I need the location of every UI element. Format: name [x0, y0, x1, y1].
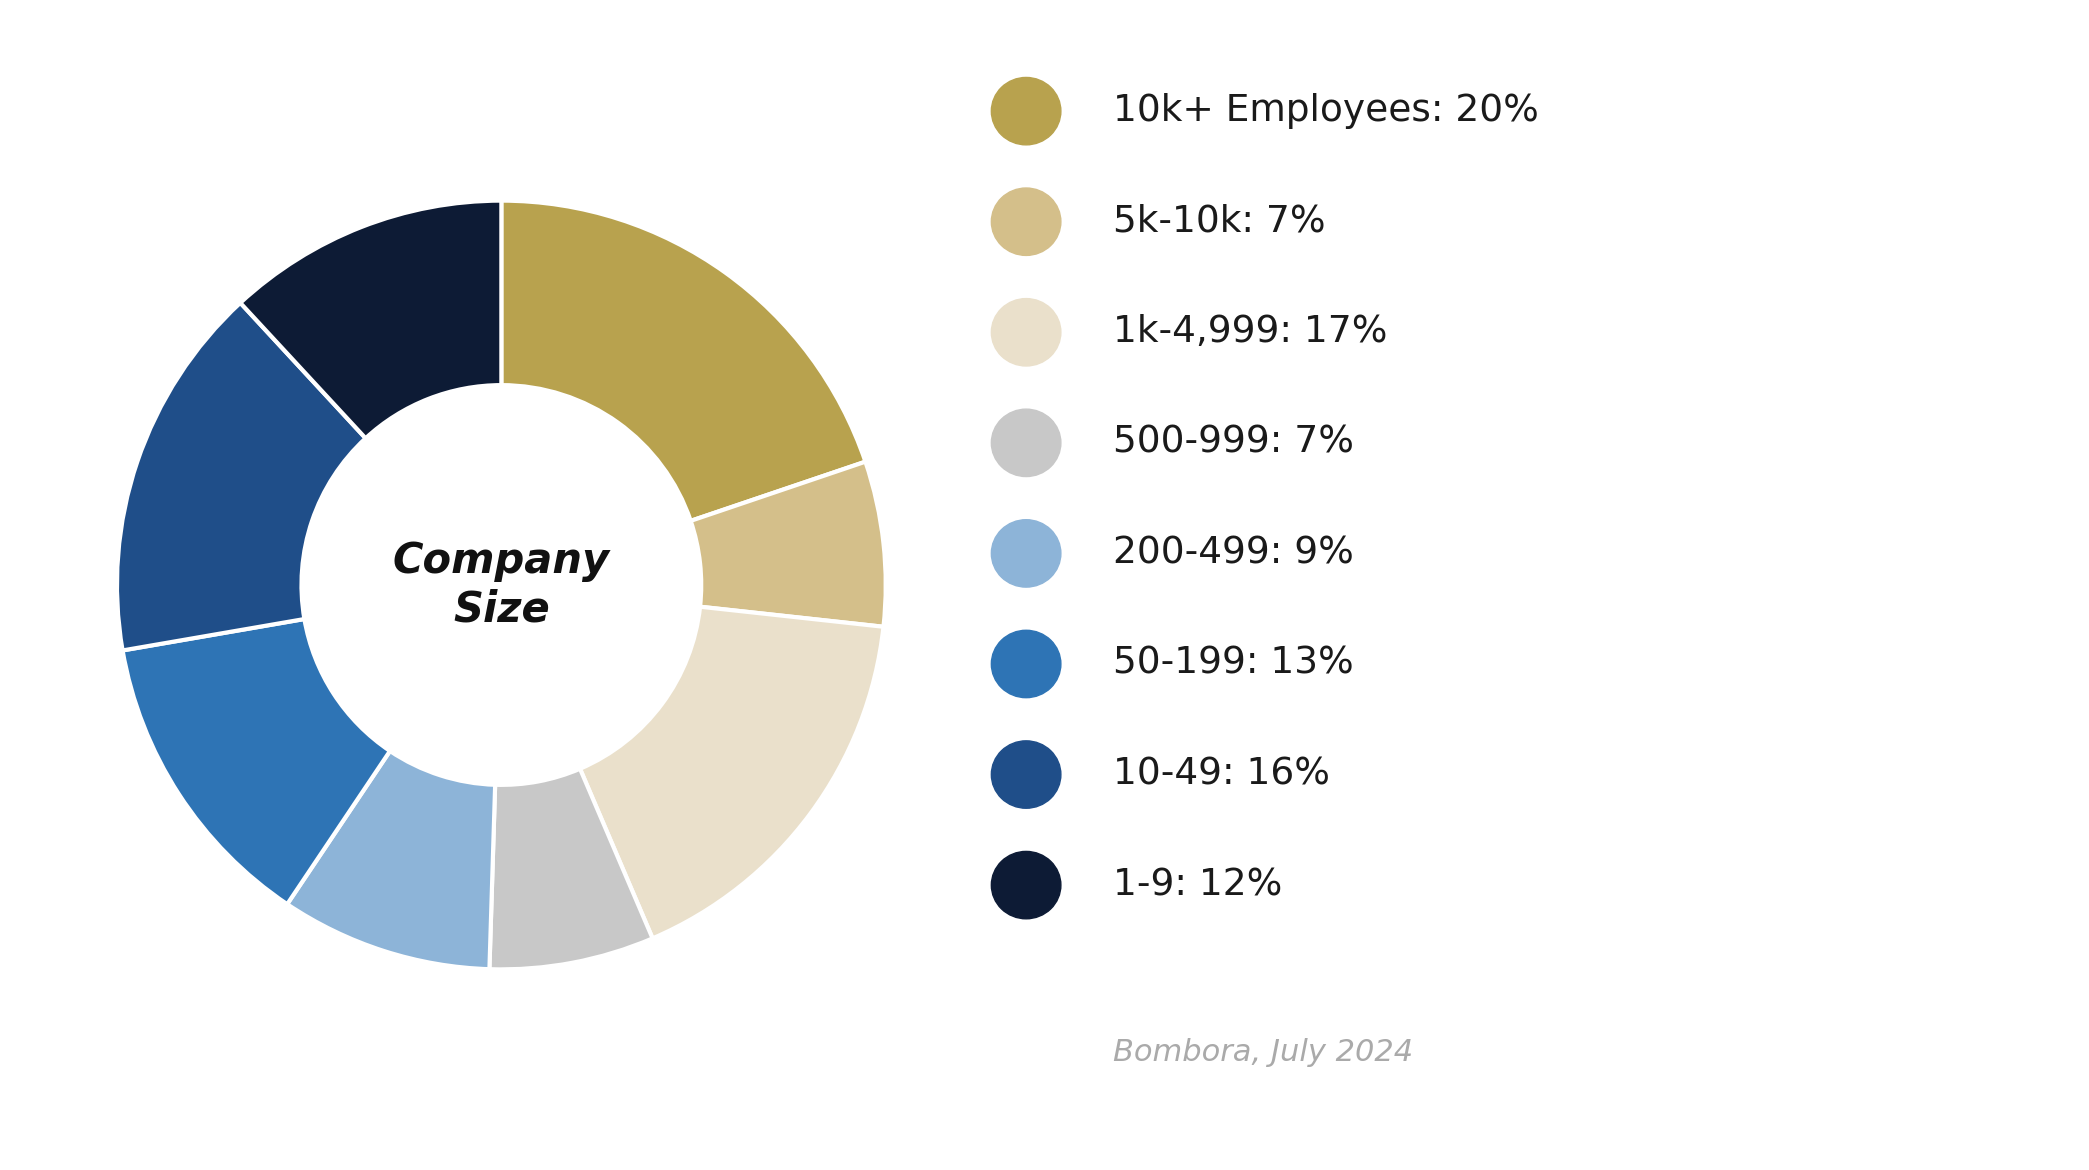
Circle shape [992, 631, 1061, 697]
Text: Bombora, July 2024: Bombora, July 2024 [1113, 1038, 1412, 1067]
Wedge shape [581, 607, 884, 938]
Wedge shape [501, 200, 865, 521]
Text: 1k-4,999: 17%: 1k-4,999: 17% [1113, 315, 1387, 350]
Circle shape [992, 741, 1061, 808]
Circle shape [992, 298, 1061, 366]
Wedge shape [117, 303, 366, 651]
Circle shape [992, 519, 1061, 587]
Circle shape [992, 188, 1061, 255]
Circle shape [992, 77, 1061, 145]
Text: 500-999: 7%: 500-999: 7% [1113, 425, 1354, 461]
Text: Company
Size: Company Size [393, 539, 610, 631]
Text: 10k+ Employees: 20%: 10k+ Employees: 20% [1113, 94, 1540, 129]
Circle shape [992, 410, 1061, 476]
Wedge shape [489, 769, 652, 970]
Text: 200-499: 9%: 200-499: 9% [1113, 536, 1354, 571]
Text: 10-49: 16%: 10-49: 16% [1113, 757, 1331, 792]
Text: 1-9: 12%: 1-9: 12% [1113, 867, 1283, 903]
Wedge shape [123, 619, 391, 904]
Wedge shape [286, 751, 495, 969]
Circle shape [992, 852, 1061, 918]
Wedge shape [240, 200, 501, 439]
Text: 50-199: 13%: 50-199: 13% [1113, 646, 1354, 682]
Text: 5k-10k: 7%: 5k-10k: 7% [1113, 204, 1327, 240]
Wedge shape [691, 462, 886, 627]
